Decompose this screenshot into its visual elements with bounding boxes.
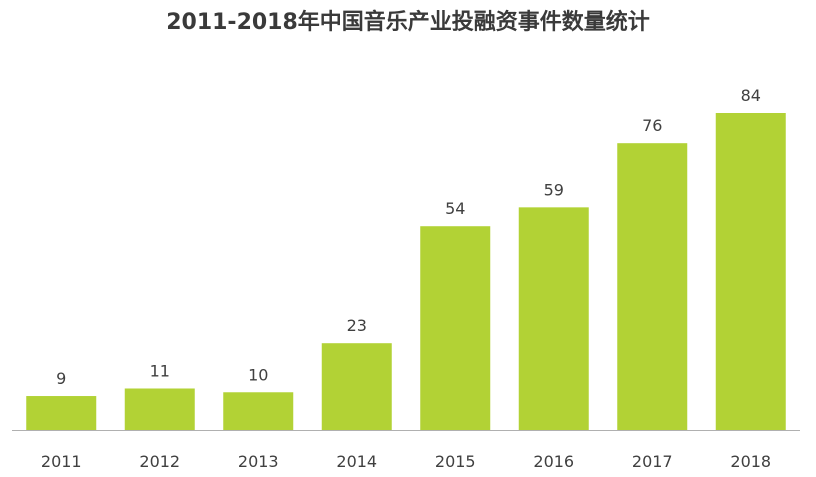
x-tick-label-2011: 2011 <box>41 452 82 471</box>
value-label-2018: 84 <box>741 86 761 105</box>
x-tick-label-2012: 2012 <box>139 452 180 471</box>
value-label-2012: 11 <box>150 361 170 380</box>
bar-2013 <box>223 392 294 430</box>
bar-2015 <box>420 226 491 430</box>
value-label-2015: 54 <box>445 199 465 218</box>
value-label-2017: 76 <box>642 116 662 135</box>
bar-2012 <box>124 388 195 430</box>
x-tick-label-2016: 2016 <box>533 452 574 471</box>
bars-group <box>26 113 786 430</box>
bar-2014 <box>321 343 392 430</box>
bar-2016 <box>518 207 589 430</box>
value-label-2014: 23 <box>347 316 367 335</box>
bar-2011 <box>26 396 97 430</box>
x-tick-label-2014: 2014 <box>336 452 377 471</box>
bar-2017 <box>617 143 688 430</box>
x-tick-label-2015: 2015 <box>435 452 476 471</box>
value-label-2011: 9 <box>56 369 66 388</box>
value-labels-group: 9 11 10 23 54 59 76 84 <box>56 86 761 388</box>
x-tick-label-2013: 2013 <box>238 452 279 471</box>
x-tick-label-2018: 2018 <box>730 452 771 471</box>
bar-2018 <box>715 113 786 430</box>
value-label-2013: 10 <box>248 365 268 384</box>
chart-title: 2011-2018年中国音乐产业投融资事件数量统计 <box>166 10 650 35</box>
x-tick-label-2017: 2017 <box>632 452 673 471</box>
value-label-2016: 59 <box>544 180 564 199</box>
x-tick-labels-group: 2011 2012 2013 2014 2015 2016 2017 2018 <box>41 452 771 471</box>
